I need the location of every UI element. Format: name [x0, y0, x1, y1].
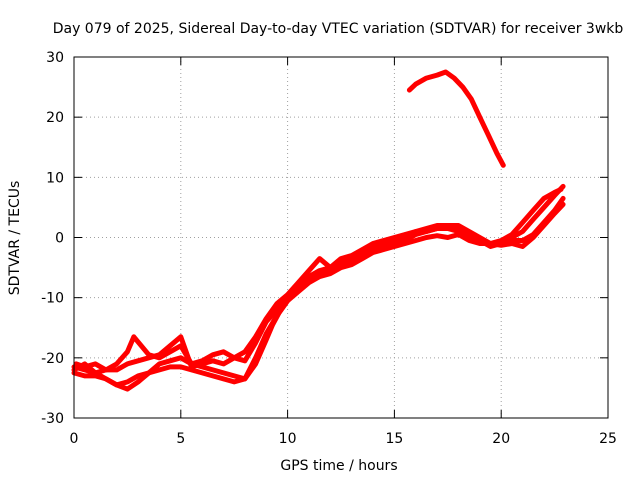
y-tick-label: -30	[41, 411, 64, 427]
y-tick-label: 20	[46, 110, 64, 126]
y-tick-label: 30	[46, 50, 64, 66]
series-line-4	[71, 186, 564, 376]
x-tick-labels: 0 5 10 15 20 25	[70, 431, 617, 447]
series-line-5	[406, 69, 506, 168]
y-axis-label: SDTVAR / TECUs	[7, 181, 23, 296]
y-tick-label: -20	[41, 351, 64, 367]
x-tick-label: 5	[176, 431, 185, 447]
y-tick-labels: -30 -20 -10 0 10 20 30	[41, 50, 64, 427]
x-tick-label: 0	[70, 431, 79, 447]
series-line-1	[71, 201, 566, 392]
y-tick-label: -10	[41, 291, 64, 307]
x-tick-label: 25	[599, 431, 617, 447]
axis-ticks	[73, 56, 609, 419]
x-tick-label: 10	[279, 431, 297, 447]
x-tick-label: 20	[492, 431, 510, 447]
x-tick-label: 15	[385, 431, 403, 447]
x-axis-label: GPS time / hours	[280, 458, 397, 474]
chart-title: Day 079 of 2025, Sidereal Day-to-day VTE…	[53, 21, 624, 37]
y-tick-label: 0	[55, 231, 64, 247]
series-lines	[71, 69, 566, 392]
y-tick-label: 10	[46, 170, 64, 186]
